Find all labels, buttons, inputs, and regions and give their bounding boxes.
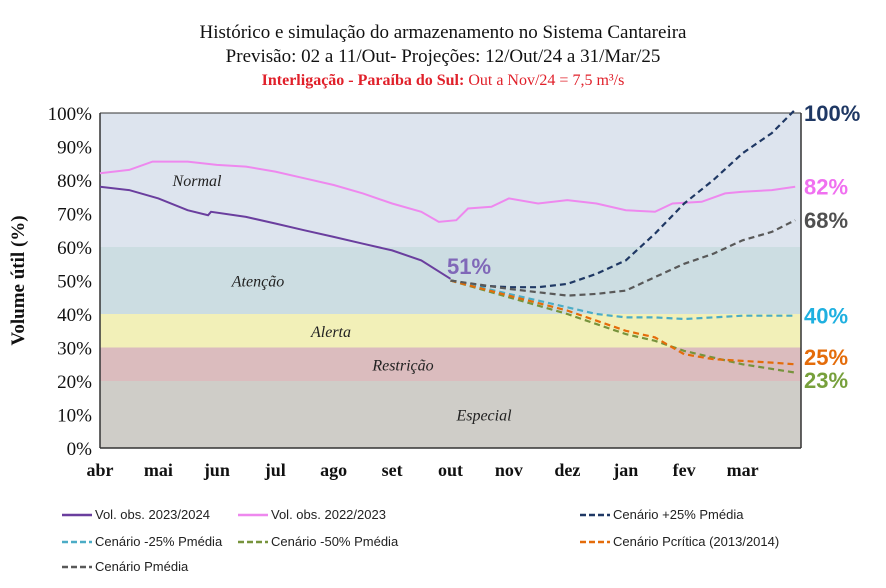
legend-label: Cenário -50% Pmédia <box>271 534 399 549</box>
y-tick-label: 70% <box>57 205 92 226</box>
end-label: 23% <box>804 368 848 393</box>
legend-swatch <box>238 513 268 516</box>
x-tick-label: abr <box>87 460 114 480</box>
chart-subtitle: Previsão: 02 a 11/Out- Projeções: 12/Out… <box>225 46 661 67</box>
y-tick-label: 20% <box>57 372 92 393</box>
legend-item: Vol. obs. 2023/2024 <box>62 507 210 522</box>
legend-item: Cenário Pcrítica (2013/2014) <box>580 534 779 549</box>
y-tick-label: 40% <box>57 305 92 326</box>
series-line-0 <box>99 185 452 280</box>
y-tick-label: 30% <box>57 339 92 360</box>
series-line-5 <box>450 279 796 366</box>
note-bold: Interligação - Paraíba do Sul: <box>261 72 465 89</box>
band-0 <box>100 113 801 247</box>
band-4 <box>100 381 801 448</box>
y-tick-label: 80% <box>57 171 92 192</box>
series-line-1 <box>99 160 796 223</box>
series-line-6 <box>450 219 796 297</box>
series-line-3 <box>450 279 796 321</box>
end-label: 68% <box>804 208 848 233</box>
band-label: Alerta <box>310 324 351 341</box>
chart-note: Interligação - Paraíba do Sul: Out a Nov… <box>0 72 886 90</box>
x-tick-label: set <box>382 460 403 480</box>
legend-item: Cenário -50% Pmédia <box>238 534 398 549</box>
note-rest: Out a Nov/24 = 7,5 m³/s <box>468 72 625 89</box>
x-tick-label: nov <box>495 460 523 480</box>
end-label: 82% <box>804 175 848 200</box>
end-label: 100% <box>804 101 860 126</box>
series-line-2 <box>450 108 796 289</box>
legend-label: Cenário +25% Pmédia <box>613 507 744 522</box>
legend-swatch <box>238 540 268 543</box>
legend-swatch <box>62 565 92 568</box>
y-axis-label: Volume útil (%) <box>8 215 29 345</box>
y-tick-label: 50% <box>57 272 92 293</box>
series-line-4 <box>450 279 796 374</box>
y-tick-label: 0% <box>67 439 93 460</box>
legend-swatch <box>580 513 610 516</box>
band-label: Atenção <box>231 274 284 291</box>
x-tick-label: dez <box>554 460 580 480</box>
x-tick-label: ago <box>320 460 347 480</box>
legend-label: Cenário Pmédia <box>95 559 189 574</box>
y-tick-label: 10% <box>57 406 92 427</box>
x-tick-label: out <box>438 460 463 480</box>
y-tick-label: 100% <box>48 104 93 125</box>
x-tick-label: jul <box>264 460 286 480</box>
x-tick-label: mar <box>727 460 759 480</box>
end-label: 25% <box>804 345 848 370</box>
band-label: Normal <box>172 173 222 190</box>
legend-item: Cenário +25% Pmédia <box>580 507 743 522</box>
band-label: Restrição <box>371 357 433 374</box>
legend-item: Vol. obs. 2022/2023 <box>238 507 386 522</box>
legend-label: Cenário -25% Pmédia <box>95 534 223 549</box>
y-tick-label: 60% <box>57 238 92 259</box>
x-tick-label: jan <box>612 460 638 480</box>
plot-area: Normal Atenção Alerta Restrição Especial 0% 10… <box>8 101 860 480</box>
chart-title: Histórico e simulação do armazenamento n… <box>199 22 687 43</box>
legend-item: Cenário Pmédia <box>62 559 188 574</box>
legend-label: Vol. obs. 2022/2023 <box>271 507 386 522</box>
end-label: 40% <box>804 304 848 329</box>
annotation-51: 51% <box>447 254 491 279</box>
x-tick-label: jun <box>203 460 230 480</box>
x-tick-label: mai <box>144 460 173 480</box>
band-2 <box>100 314 801 348</box>
x-tick-label: fev <box>673 460 696 480</box>
legend-label: Vol. obs. 2023/2024 <box>95 507 210 522</box>
band-label: Especial <box>455 408 512 425</box>
legend-swatch <box>62 540 92 543</box>
y-tick-label: 90% <box>57 138 92 159</box>
legend-item: Cenário -25% Pmédia <box>62 534 222 549</box>
legend-swatch <box>62 513 92 516</box>
legend-label: Cenário Pcrítica (2013/2014) <box>613 534 780 549</box>
legend-swatch <box>580 540 610 543</box>
